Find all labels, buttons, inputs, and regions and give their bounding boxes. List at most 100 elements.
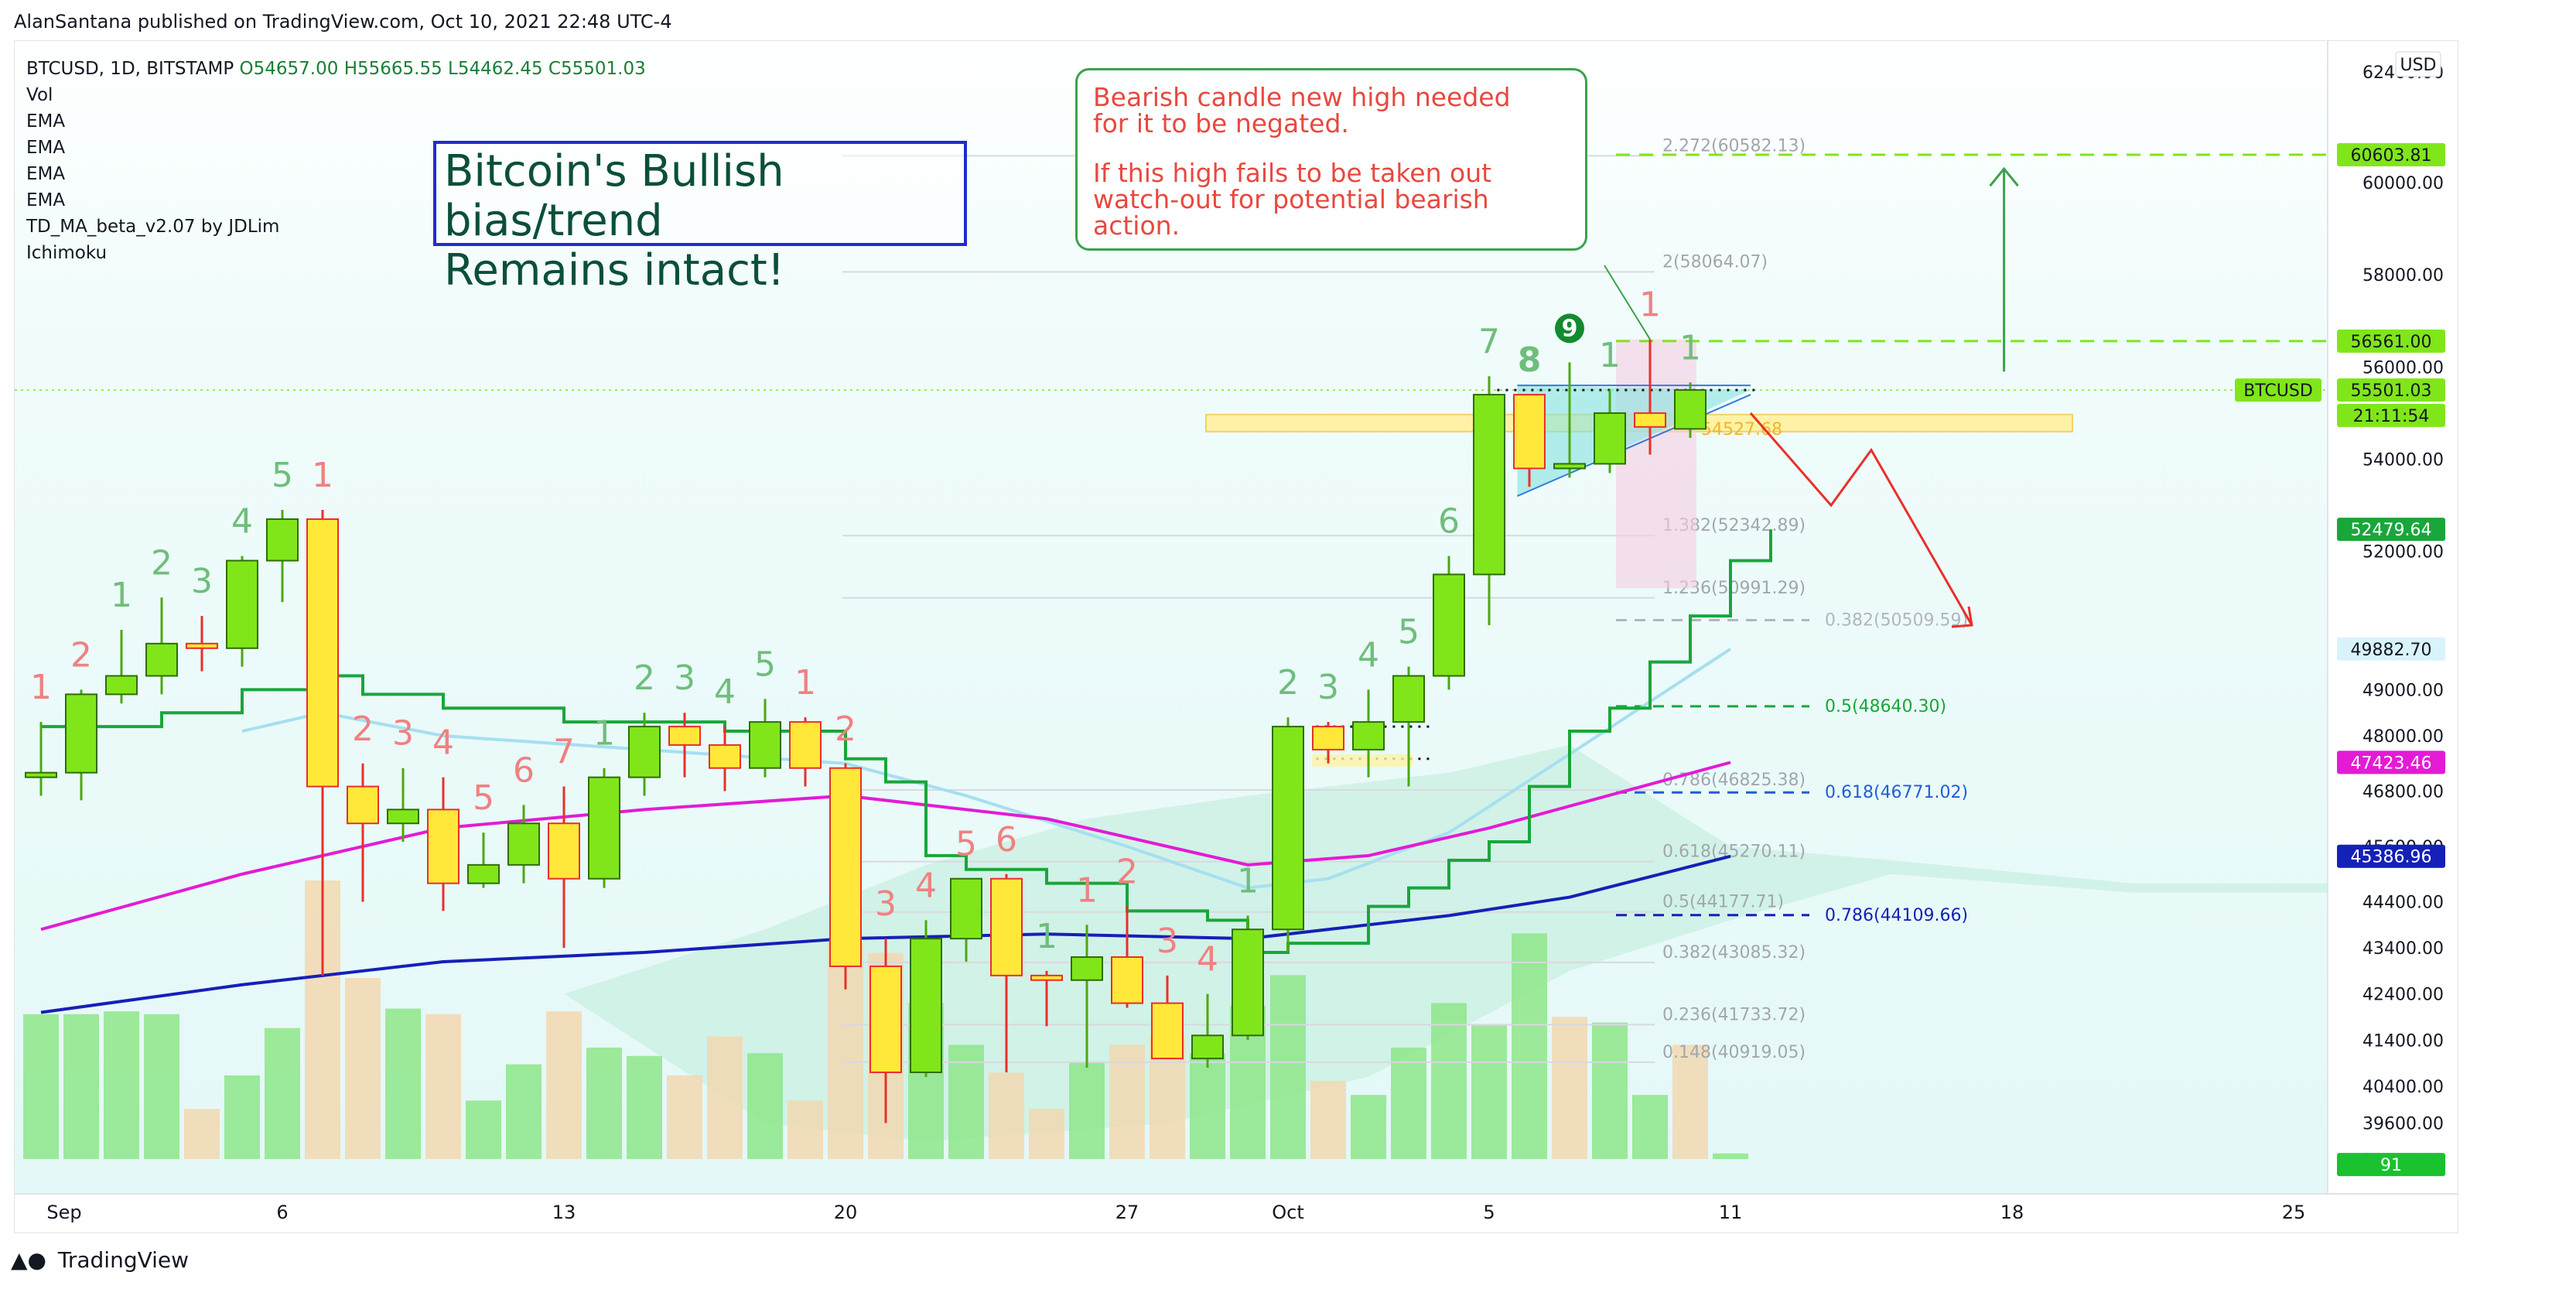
- legend-symbol-line: BTCUSD, 1D, BITSTAMP O54657.00 H55665.55…: [26, 56, 646, 82]
- candle-body: [829, 767, 862, 967]
- ichimoku-cloud: [564, 744, 2458, 1142]
- td-count: 1: [312, 456, 333, 495]
- volume-bar: [1632, 1095, 1668, 1159]
- volume-bar: [224, 1075, 260, 1159]
- tradingview-footer[interactable]: ▲● TradingView: [11, 1247, 189, 1273]
- candle-body: [628, 726, 661, 778]
- fib-level-label: 0.5(44177.71): [1662, 893, 1784, 912]
- price-tag: 47423.46: [2351, 754, 2432, 773]
- candle-body: [266, 518, 299, 562]
- annotation-line-1: Bitcoin's Bullish bias/trend: [444, 146, 784, 246]
- candle-body: [869, 965, 902, 1073]
- candle-body: [1553, 463, 1586, 470]
- legend-indicator-ema-4[interactable]: EMA: [26, 190, 66, 210]
- volume-bar: [104, 1011, 139, 1159]
- volume-bar: [787, 1100, 823, 1159]
- candle-body: [1111, 956, 1143, 1004]
- annotation-line-2: Remains intact!: [444, 245, 785, 296]
- legend-indicator-ema-3[interactable]: EMA: [26, 164, 66, 184]
- td-count: 2: [352, 709, 374, 749]
- candle-body: [1674, 389, 1707, 430]
- time-axis-tick: 6: [276, 1202, 288, 1223]
- volume-bar: [1310, 1081, 1346, 1159]
- candle-body: [709, 744, 741, 769]
- fib-projection-label: 0.618(46771.02): [1825, 783, 1968, 802]
- tradingview-logo-icon: ▲●: [11, 1247, 46, 1273]
- volume-bar: [1190, 1053, 1225, 1159]
- candle-body: [25, 771, 57, 778]
- candle-body: [387, 809, 419, 825]
- candle-body: [990, 877, 1023, 976]
- legend-indicator-vol[interactable]: Vol: [26, 85, 53, 105]
- legend-indicator-td-ma[interactable]: TD_MA_beta_v2.07 by JDLim: [26, 217, 280, 237]
- td-count: 6: [996, 820, 1017, 860]
- tradingview-brand: TradingView: [57, 1247, 190, 1273]
- volume-bar: [345, 978, 381, 1159]
- legend-indicator-ichimoku[interactable]: Ichimoku: [26, 243, 108, 263]
- price-tag-bg: [2337, 518, 2445, 542]
- fib-level-label: 0.382(43085.32): [1662, 943, 1806, 962]
- volume-bar: [1512, 933, 1547, 1159]
- volume-bar: [1471, 1025, 1507, 1159]
- legend-indicator-ema-2[interactable]: EMA: [26, 138, 66, 158]
- td-count: 1: [1639, 285, 1661, 325]
- ema-blue-line: [40, 854, 1731, 1014]
- volume-bar: [425, 1014, 461, 1159]
- fib-level-label: 0.148(40919.05): [1662, 1043, 1806, 1062]
- price-tag-bg: [2337, 329, 2445, 353]
- small-zone: [1312, 754, 1413, 767]
- volume-bar: [63, 1014, 99, 1159]
- td-count: 6: [513, 750, 535, 790]
- volume-bar: [1351, 1095, 1386, 1159]
- price-tag-bg: [2337, 844, 2445, 868]
- candle-body: [1191, 1034, 1224, 1060]
- candle-body: [910, 938, 942, 1073]
- price-tag-bg: [2337, 403, 2445, 427]
- volume-bar: [627, 1055, 662, 1159]
- price-axis-tick: 54000.00: [2362, 451, 2444, 470]
- symbol-tag: BTCUSD: [2243, 381, 2313, 401]
- candle-body: [507, 822, 540, 866]
- price-axis-tick: 42400.00: [2362, 986, 2444, 1005]
- td-count: 2: [835, 709, 856, 749]
- price-axis-tick: 40400.00: [2362, 1078, 2444, 1097]
- fib-projection-label: 0.382(50509.59): [1825, 610, 1968, 630]
- td-count: 2: [70, 635, 92, 675]
- time-axis-bg: [15, 1194, 2458, 1233]
- fib-projection-label: 0.5(48640.30): [1825, 697, 1946, 716]
- projection-arrow-head: [1951, 606, 1973, 628]
- currency-button-bg: [2395, 51, 2441, 77]
- candle-body: [1634, 412, 1666, 428]
- td-count: 1: [593, 714, 615, 754]
- price-axis-tick: 60000.00: [2362, 174, 2444, 193]
- td-count: 3: [1156, 921, 1178, 961]
- candle-body: [186, 642, 218, 649]
- td-count: 1: [30, 668, 52, 707]
- time-axis-tick: 25: [2282, 1202, 2306, 1223]
- time-axis-tick: Oct: [1272, 1202, 1304, 1223]
- volume-bar: [1109, 1045, 1145, 1159]
- td-count: 1: [111, 576, 132, 615]
- candle-body: [65, 693, 97, 774]
- price-tag: 55501.03: [2351, 381, 2432, 401]
- legend-symbol: BTCUSD, 1D, BITSTAMP: [26, 59, 234, 79]
- price-axis-tick: 58000.00: [2362, 266, 2444, 285]
- td-count: 1: [1599, 336, 1621, 375]
- td-count: 1: [1237, 861, 1259, 901]
- td-count: 4: [1197, 940, 1218, 980]
- callout-line-1: Bearish candle new high needed: [1093, 82, 1511, 112]
- volume-bar: [1431, 1003, 1467, 1159]
- candle-body: [950, 877, 982, 940]
- td-count: 2: [634, 658, 655, 698]
- td-count: 3: [1317, 668, 1339, 707]
- legend-close: C55501.03: [548, 59, 646, 79]
- volume-bar: [1069, 1062, 1105, 1159]
- candle-body: [1151, 1002, 1184, 1060]
- volume-bar: [586, 1048, 622, 1159]
- price-tag-bg: [2337, 1153, 2445, 1177]
- td-count: 1: [1036, 917, 1057, 956]
- fib-projection-label: 0.786(44109.66): [1825, 906, 1968, 925]
- candlestick-chart[interactable]: 2.272(60582.13)2(58064.07)1.382(52342.89…: [15, 41, 2458, 1233]
- legend-indicator-ema-1[interactable]: EMA: [26, 111, 66, 132]
- volume-bar: [23, 1014, 59, 1159]
